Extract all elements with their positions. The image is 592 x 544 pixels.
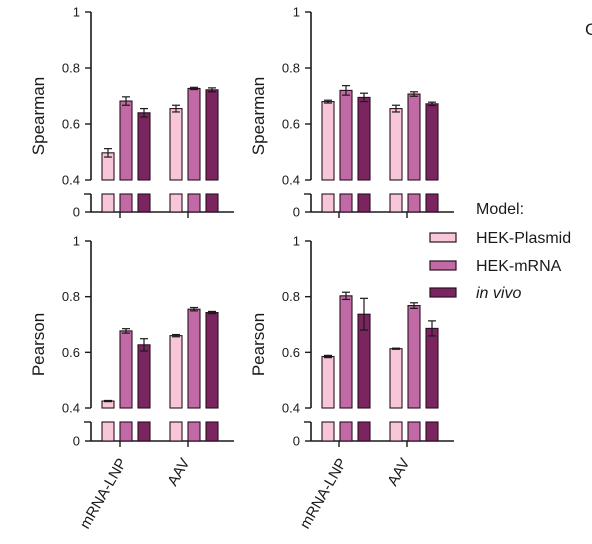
bar-base	[357, 421, 371, 442]
y-tick-label: 0.6	[62, 345, 80, 360]
bar-base	[389, 421, 403, 442]
bar-base	[187, 421, 201, 442]
bar-aav-hek-mrna	[187, 308, 201, 409]
y-tick-label: 0.4	[282, 173, 300, 188]
bar-aav-hek-mrna	[187, 87, 201, 181]
bar-mrna-lnp-hek-plasmid	[321, 355, 335, 409]
y-tick-label: 0.4	[282, 401, 300, 416]
y-tick-label: 0.4	[62, 173, 80, 188]
y-tick-label: 0.6	[282, 117, 300, 132]
y-axis-title: Spearman	[29, 77, 48, 155]
y-tick-label: 0	[293, 205, 300, 220]
bar-aav-hek-plasmid	[169, 108, 183, 181]
chart-panel-spearman-left: 1 0.8 0.6 0.4 0 Spearman	[29, 5, 234, 220]
bar-base	[205, 193, 219, 213]
y-tick-label: 0.8	[282, 289, 300, 304]
bar-base	[119, 193, 133, 213]
panel-letter: C	[585, 20, 592, 39]
bar-base	[407, 421, 421, 442]
bar-base	[425, 421, 439, 442]
bar-mrna-lnp-hek-mrna	[339, 295, 353, 409]
bar-base	[101, 193, 115, 213]
bar-aav-in-vivo	[205, 89, 219, 181]
y-tick-label: 1	[293, 5, 300, 20]
chart-panel-pearson-left: 1 0.8 0.6 0.4 0 Pearson mRNA-LNP AAV	[29, 234, 234, 532]
bar-mrna-lnp-in-vivo	[357, 96, 371, 181]
bar-aav-hek-mrna	[407, 93, 421, 181]
bar-base	[389, 193, 403, 213]
legend-label-in-vivo: in vivo	[476, 285, 521, 302]
x-category-label: mRNA-LNP	[77, 456, 131, 532]
bar-aav-in-vivo	[425, 327, 439, 409]
bar-base	[321, 193, 335, 213]
y-tick-label: 0.6	[62, 117, 80, 132]
bar-aav-in-vivo	[425, 103, 439, 181]
bar-mrna-lnp-hek-mrna	[119, 100, 133, 181]
legend-swatch-in-vivo	[429, 287, 457, 298]
bar-mrna-lnp-in-vivo	[137, 112, 151, 181]
chart-panel-pearson-right: 1 0.8 0.6 0.4 0 Pearson mRNA-LNP AAV	[249, 234, 454, 532]
bar-base	[119, 421, 133, 442]
bar-base	[169, 421, 183, 442]
y-axis-title: Spearman	[249, 77, 268, 155]
x-category-label: AAV	[164, 456, 193, 490]
bar-base	[169, 193, 183, 213]
bar-base	[339, 421, 353, 442]
y-tick-label: 0.8	[62, 289, 80, 304]
bar-mrna-lnp-hek-mrna	[339, 89, 353, 181]
y-axis-title: Pearson	[249, 313, 268, 376]
y-tick-label: 0	[73, 434, 80, 449]
bar-base	[425, 193, 439, 213]
bar-base	[205, 421, 219, 442]
y-tick-label: 1	[73, 234, 80, 249]
bar-mrna-lnp-hek-mrna	[119, 330, 133, 409]
y-tick-label: 0.8	[62, 61, 80, 76]
y-tick-label: 0.8	[282, 61, 300, 76]
chart-panels: 1 0.8 0.6 0.4 0 Spearman 1 0.8 0.6 0.4 0 Spearman 1 0…	[29, 5, 454, 532]
bar-base	[321, 421, 335, 442]
y-tick-label: 1	[293, 234, 300, 249]
legend: Model: HEK-Plasmid HEK-mRNA in vivo	[429, 201, 571, 302]
x-category-label: AAV	[384, 456, 413, 490]
bar-base	[357, 193, 371, 213]
bar-aav-in-vivo	[205, 311, 219, 409]
bar-base	[137, 421, 151, 442]
chart-panel-spearman-right: 1 0.8 0.6 0.4 0 Spearman	[249, 5, 454, 220]
legend-swatch-hek-mrna	[429, 260, 457, 271]
bar-aav-hek-mrna	[407, 305, 421, 409]
legend-label-hek-plasmid: HEK-Plasmid	[476, 230, 571, 247]
bar-aav-hek-plasmid	[169, 335, 183, 409]
bar-aav-hek-plasmid	[389, 108, 403, 181]
bar-mrna-lnp-hek-plasmid	[321, 101, 335, 181]
y-tick-label: 1	[73, 5, 80, 20]
legend-swatch-hek-plasmid	[429, 232, 457, 243]
y-tick-label: 0	[293, 434, 300, 449]
legend-label-hek-mrna: HEK-mRNA	[476, 258, 562, 275]
bar-base	[187, 193, 201, 213]
bar-base	[101, 421, 115, 442]
legend-title: Model:	[476, 201, 524, 218]
x-category-label: mRNA-LNP	[297, 456, 351, 532]
y-tick-label: 0.4	[62, 401, 80, 416]
bar-base	[339, 193, 353, 213]
y-tick-label: 0	[73, 205, 80, 220]
bar-base	[137, 193, 151, 213]
y-tick-label: 0.6	[282, 345, 300, 360]
bar-base	[407, 193, 421, 213]
y-axis-title: Pearson	[29, 313, 48, 376]
bar-aav-hek-plasmid	[389, 348, 403, 409]
bar-mrna-lnp-in-vivo	[137, 344, 151, 409]
